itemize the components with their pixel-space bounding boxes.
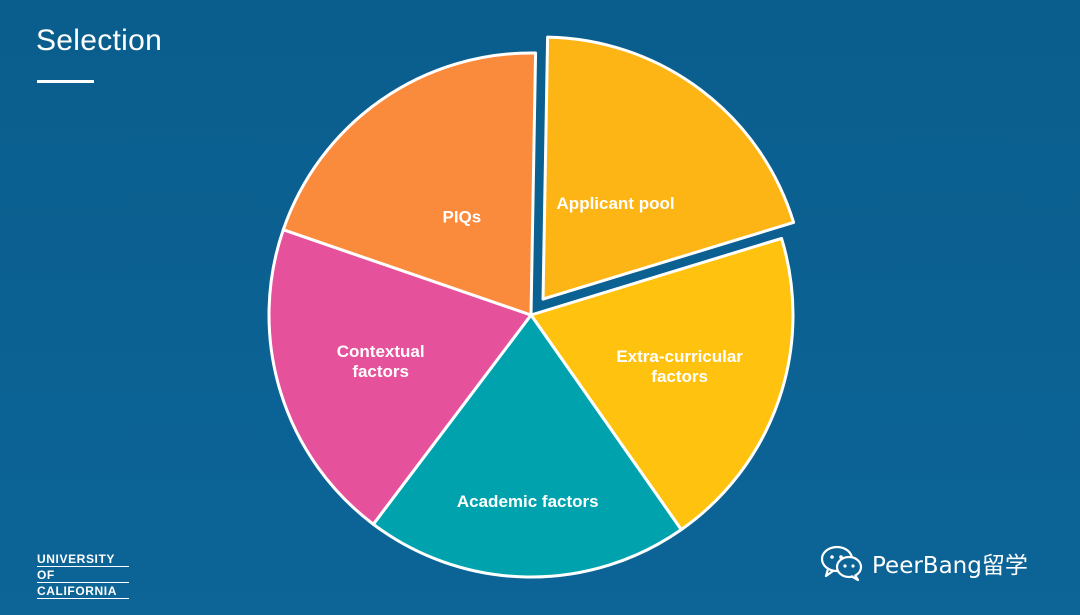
university-of-california-logo: UNIVERSITY OF CALIFORNIA bbox=[37, 552, 129, 600]
logo-line-university: UNIVERSITY bbox=[37, 552, 129, 567]
pie-label-piqs: PIQs bbox=[442, 207, 481, 226]
pie-slices bbox=[267, 35, 796, 579]
pie-labels: Applicant pool Extra-curricular factors Aca… bbox=[337, 194, 744, 511]
logo-line-of: OF bbox=[37, 568, 129, 583]
slide-title: Selection bbox=[36, 24, 163, 57]
pie-slice-piqs bbox=[281, 51, 538, 317]
pie-label-extra-curricular-factors: Extra-curricular factors bbox=[616, 347, 743, 386]
pie-slice-academic-factors bbox=[371, 313, 683, 579]
pie-slice-contextual-factors bbox=[267, 228, 533, 526]
pie-slice-applicant-pool bbox=[541, 35, 796, 301]
wechat-icon bbox=[820, 545, 863, 581]
logo-line-california: CALIFORNIA bbox=[37, 584, 129, 599]
watermark: PeerBang留学 bbox=[820, 545, 1028, 581]
pie-label-contextual-factors: Contextual factors bbox=[337, 342, 425, 381]
pie-slice-extra-curricular-factors bbox=[529, 236, 795, 532]
pie-label-applicant-pool: Applicant pool bbox=[557, 194, 675, 213]
title-underline bbox=[37, 80, 94, 83]
pie-label-academic-factors: Academic factors bbox=[457, 492, 599, 511]
watermark-text: PeerBang留学 bbox=[872, 553, 1028, 579]
